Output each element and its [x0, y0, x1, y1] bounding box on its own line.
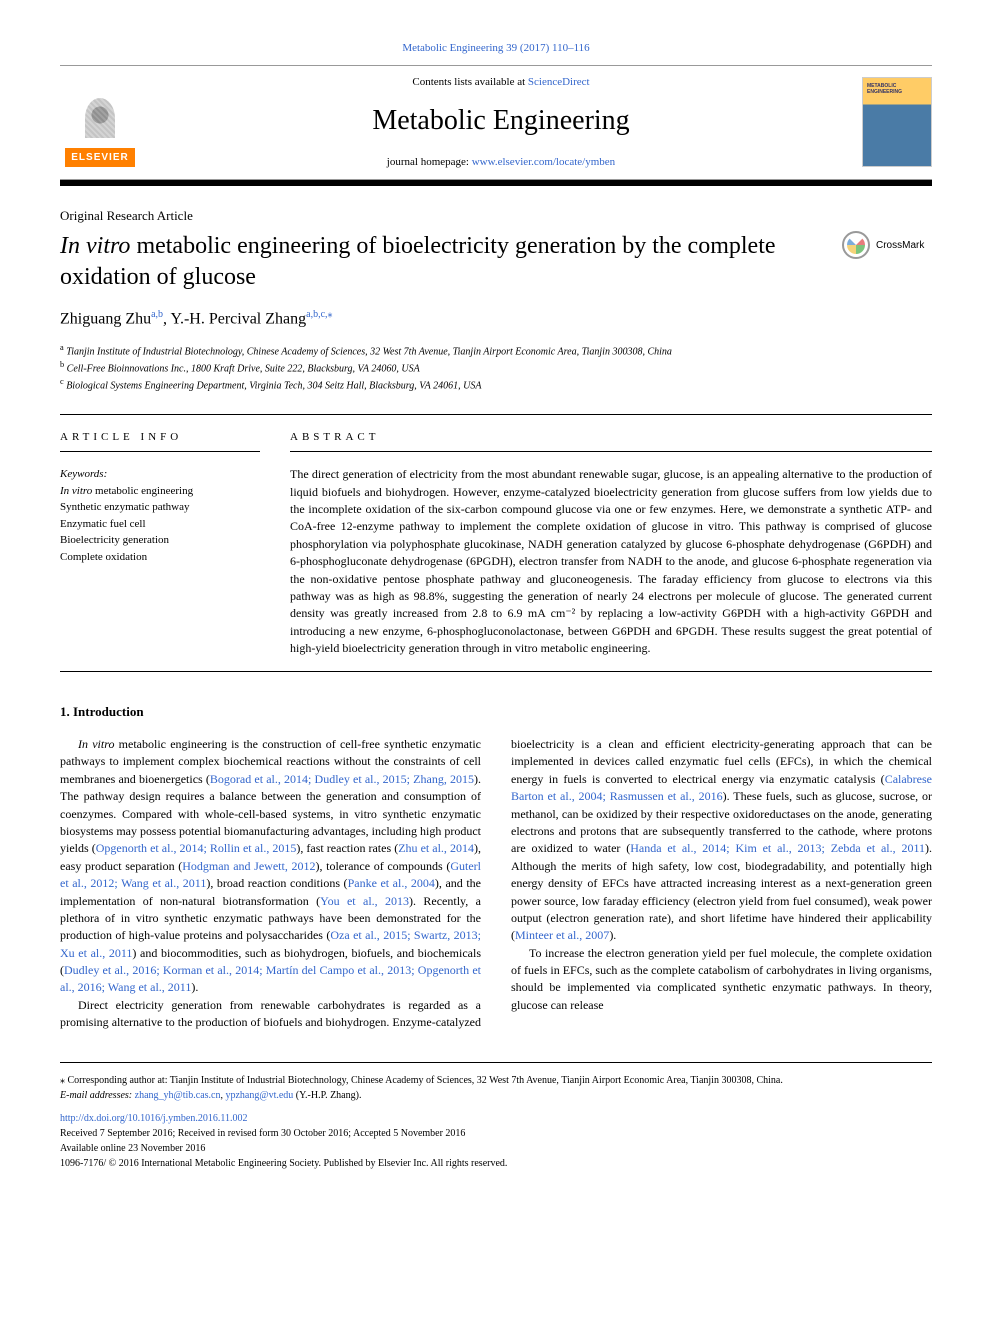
copyright-line: 1096-7176/ © 2016 International Metaboli…: [60, 1156, 932, 1171]
keyword: In vitro metabolic engineering: [60, 483, 260, 500]
email-2[interactable]: ypzhang@vt.edu: [225, 1090, 293, 1101]
keyword: Enzymatic fuel cell: [60, 516, 260, 533]
author-2[interactable]: , Y.-H. Percival Zhang: [163, 311, 306, 328]
contents-line: Contents lists available at ScienceDirec…: [152, 74, 850, 91]
author-1[interactable]: Zhiguang Zhu: [60, 311, 151, 328]
corresponding-note: ⁎ Corresponding author at: Tianjin Insti…: [60, 1073, 932, 1088]
header-center: Contents lists available at ScienceDirec…: [152, 74, 850, 171]
contents-prefix: Contents lists available at: [412, 76, 527, 88]
authors-line: Zhiguang Zhua,b, Y.-H. Percival Zhanga,b…: [60, 307, 932, 331]
journal-cover-thumb[interactable]: [862, 77, 932, 167]
email-label: E-mail addresses:: [60, 1090, 135, 1101]
sciencedirect-link[interactable]: ScienceDirect: [528, 76, 590, 88]
cite-link[interactable]: Panke et al., 2004: [348, 876, 435, 890]
article-info-heading: ARTICLE INFO: [60, 429, 260, 453]
corr-mark[interactable]: ⁎: [328, 309, 333, 320]
section-1-heading: 1. Introduction: [60, 702, 932, 722]
keywords-label: Keywords:: [60, 466, 260, 483]
homepage-line: journal homepage: www.elsevier.com/locat…: [152, 154, 850, 171]
article-info-col: ARTICLE INFO Keywords: In vitro metaboli…: [60, 429, 260, 658]
affiliations: a Tianjin Institute of Industrial Biotec…: [60, 342, 932, 394]
elsevier-wordmark: ELSEVIER: [65, 148, 134, 167]
elsevier-tree-icon: [75, 93, 125, 148]
crossmark-label: CrossMark: [876, 238, 924, 253]
homepage-prefix: journal homepage:: [387, 156, 472, 168]
body-text: In vitro metabolic engineering is the co…: [60, 736, 932, 1032]
cite-link[interactable]: Minteer et al., 2007: [515, 928, 609, 942]
cite-link[interactable]: Dudley et al., 2016; Korman et al., 2014…: [60, 963, 481, 994]
crossmark-badge[interactable]: CrossMark: [842, 231, 932, 259]
received-line: Received 7 September 2016; Received in r…: [60, 1126, 932, 1141]
affil-b: Cell-Free Bioinnovations Inc., 1800 Kraf…: [67, 363, 420, 374]
article-type: Original Research Article: [60, 206, 932, 226]
citation-link[interactable]: Metabolic Engineering 39 (2017) 110–116: [60, 40, 932, 57]
cite-link[interactable]: Hodgman and Jewett, 2012: [182, 859, 315, 873]
keywords-list: In vitro metabolic engineering Synthetic…: [60, 483, 260, 566]
abstract-heading: ABSTRACT: [290, 429, 932, 453]
author-2-affil[interactable]: a,b,c,: [306, 309, 327, 320]
abstract-col: ABSTRACT The direct generation of electr…: [290, 429, 932, 658]
affil-c: Biological Systems Engineering Departmen…: [66, 381, 481, 392]
intro-p1: In vitro metabolic engineering is the co…: [60, 736, 481, 997]
intro-p3: To increase the electron generation yiel…: [511, 945, 932, 1015]
email-1[interactable]: zhang_yh@tib.cas.cn: [135, 1090, 221, 1101]
info-abstract-row: ARTICLE INFO Keywords: In vitro metaboli…: [60, 414, 932, 673]
p1-lead: In vitro: [78, 737, 114, 751]
cite-link[interactable]: You et al., 2013: [320, 894, 409, 908]
header-rule: [60, 180, 932, 186]
journal-name: Metabolic Engineering: [152, 100, 850, 142]
journal-header: ELSEVIER Contents lists available at Sci…: [60, 65, 932, 180]
doi-link[interactable]: http://dx.doi.org/10.1016/j.ymben.2016.1…: [60, 1111, 932, 1126]
author-1-affil[interactable]: a,b: [151, 309, 163, 320]
crossmark-icon: [842, 231, 870, 259]
homepage-link[interactable]: www.elsevier.com/locate/ymben: [472, 156, 615, 168]
available-line: Available online 23 November 2016: [60, 1141, 932, 1156]
keyword: Complete oxidation: [60, 549, 260, 566]
affil-a: Tianjin Institute of Industrial Biotechn…: [66, 346, 672, 357]
cite-link[interactable]: Handa et al., 2014; Kim et al., 2013; Ze…: [630, 841, 925, 855]
cite-link[interactable]: Zhu et al., 2014: [398, 841, 474, 855]
keyword: Bioelectricity generation: [60, 532, 260, 549]
cite-link[interactable]: Opgenorth et al., 2014; Rollin et al., 2…: [96, 841, 297, 855]
email-line: E-mail addresses: zhang_yh@tib.cas.cn, y…: [60, 1088, 932, 1103]
cite-link[interactable]: Bogorad et al., 2014; Dudley et al., 201…: [210, 772, 474, 786]
keyword: Synthetic enzymatic pathway: [60, 499, 260, 516]
elsevier-logo[interactable]: ELSEVIER: [60, 77, 140, 167]
abstract-text: The direct generation of electricity fro…: [290, 466, 932, 657]
footer: ⁎ Corresponding author at: Tianjin Insti…: [60, 1062, 932, 1171]
article-title: In vitro metabolic engineering of bioele…: [60, 231, 822, 293]
